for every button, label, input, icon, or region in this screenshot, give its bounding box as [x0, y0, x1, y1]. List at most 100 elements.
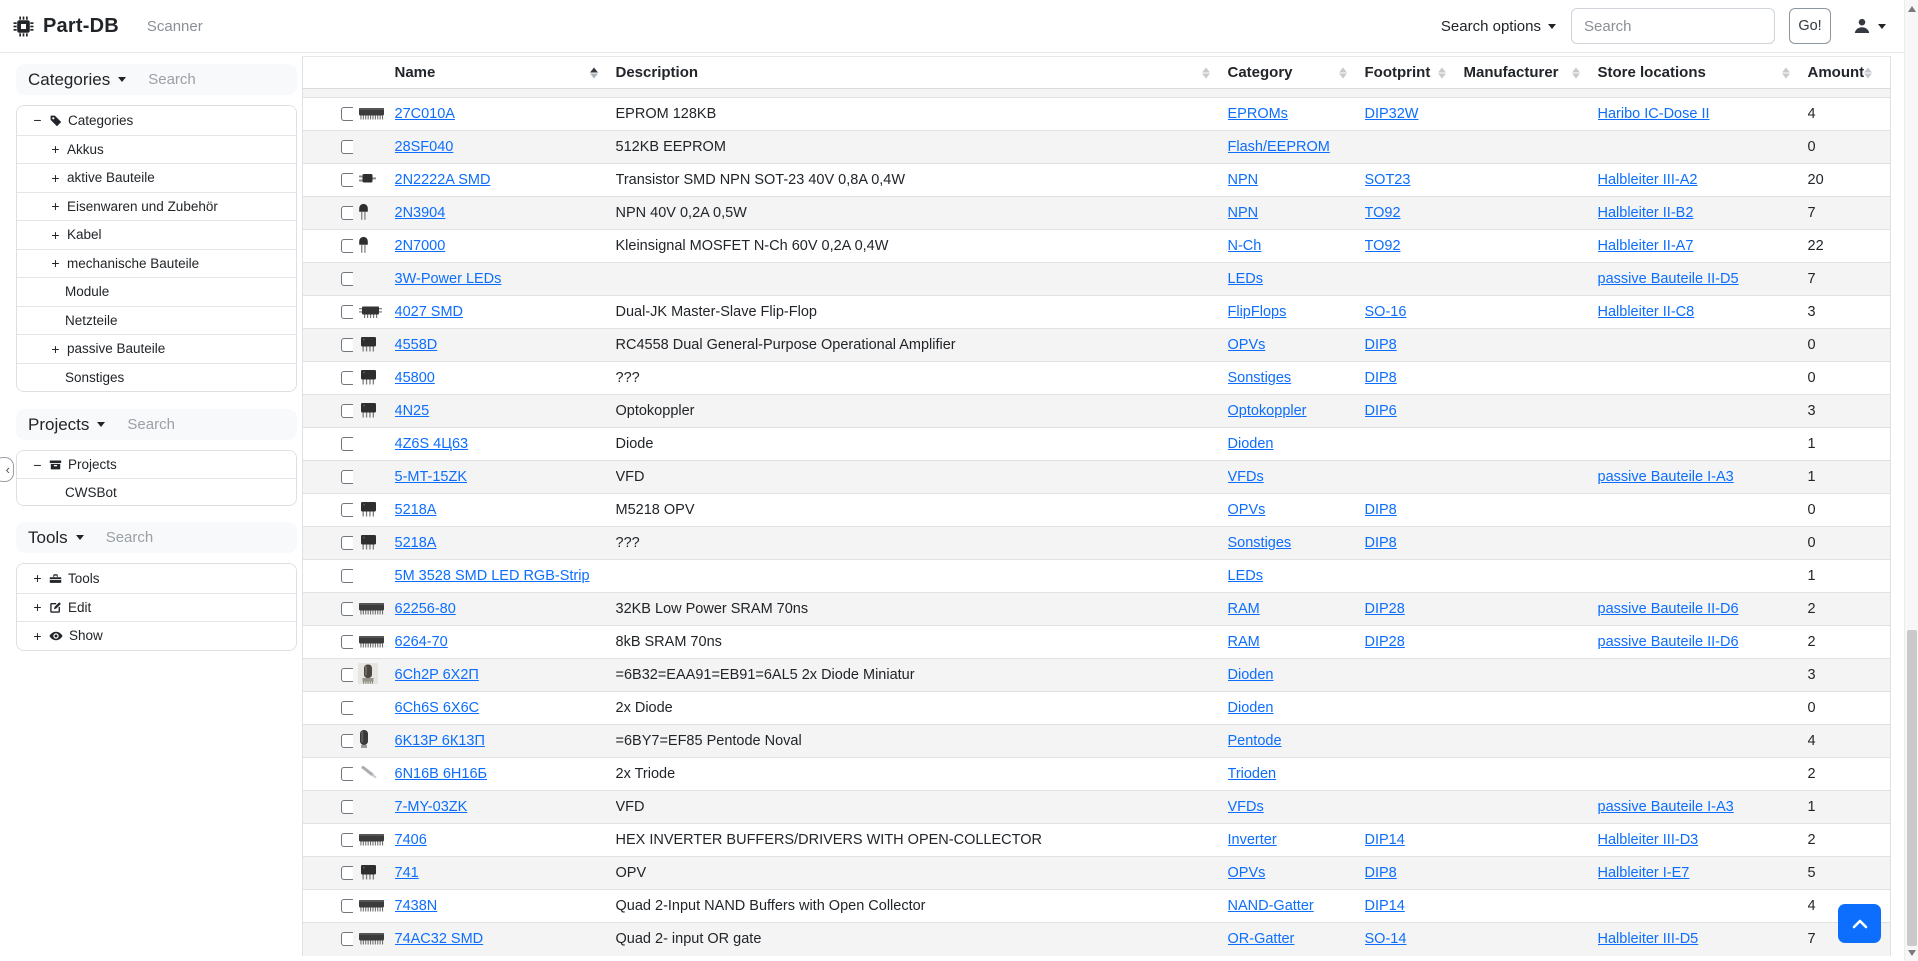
part-name-link[interactable]: 28SF040: [394, 139, 454, 155]
part-thumbnail[interactable]: [358, 631, 385, 649]
part-name-link[interactable]: 4027 SMD: [394, 304, 464, 320]
row-select-checkbox[interactable]: [341, 833, 353, 847]
category-link[interactable]: OPVs: [1227, 337, 1266, 353]
column-header-footprint[interactable]: Footprint: [1364, 56, 1464, 89]
part-name-link[interactable]: 4N25: [394, 403, 430, 419]
part-name-link[interactable]: 45800: [394, 370, 435, 386]
category-link[interactable]: NAND-Gatter: [1227, 898, 1314, 914]
store-location-link[interactable]: Haribo IC-Dose II: [1597, 106, 1710, 122]
store-location-link[interactable]: passive Bauteile II-D6: [1597, 634, 1739, 650]
scrollbar-down-icon[interactable]: [1905, 945, 1918, 960]
part-name-link[interactable]: 27C010A: [394, 106, 455, 122]
part-thumbnail[interactable]: [358, 862, 379, 880]
expand-toggle[interactable]: +: [51, 198, 60, 215]
expand-toggle[interactable]: +: [51, 169, 60, 186]
projects-dropdown[interactable]: Projects: [28, 415, 106, 435]
row-select-checkbox[interactable]: [341, 602, 353, 616]
footprint-link[interactable]: DIP8: [1364, 535, 1397, 551]
store-location-link[interactable]: Halbleiter III-D3: [1597, 832, 1699, 848]
tree-item-kabel[interactable]: + Kabel: [17, 220, 296, 249]
footprint-link[interactable]: TO92: [1364, 205, 1401, 221]
category-link[interactable]: RAM: [1227, 634, 1260, 650]
part-name-link[interactable]: 7-MY-03ZK: [394, 799, 468, 815]
projects-search-input[interactable]: [127, 416, 248, 433]
store-location-link[interactable]: passive Bauteile I-A3: [1597, 799, 1734, 815]
category-link[interactable]: Sonstiges: [1227, 535, 1292, 551]
part-name-link[interactable]: 6K13P 6К13П: [394, 733, 485, 749]
footprint-link[interactable]: DIP8: [1364, 502, 1397, 518]
tree-item-module[interactable]: Module: [17, 277, 296, 306]
tree-item-categories[interactable]: − Categories: [17, 106, 296, 135]
column-header-amount[interactable]: Amount: [1807, 56, 1891, 89]
nav-link-scanner[interactable]: Scanner: [146, 17, 203, 35]
row-select-checkbox[interactable]: [341, 569, 353, 583]
footprint-link[interactable]: DIP8: [1364, 865, 1397, 881]
part-thumbnail[interactable]: [358, 598, 385, 616]
part-thumbnail[interactable]: [358, 367, 379, 385]
sidebar-collapse-handle[interactable]: ‹: [0, 457, 14, 482]
part-thumbnail[interactable]: [358, 532, 379, 550]
category-link[interactable]: VFDs: [1227, 799, 1264, 815]
category-link[interactable]: OR-Gatter: [1227, 931, 1295, 948]
part-name-link[interactable]: 5218A: [394, 535, 437, 551]
part-name-link[interactable]: 6Ch6S 6X6C: [394, 700, 480, 716]
footprint-link[interactable]: DIP8: [1364, 337, 1397, 353]
tree-item-akkus[interactable]: + Akkus: [17, 134, 296, 163]
store-location-link[interactable]: Halbleiter II-B2: [1597, 205, 1694, 221]
search-go-button[interactable]: Go!: [1789, 8, 1831, 44]
collapse-toggle[interactable]: −: [33, 112, 42, 129]
scrollbar-thumb[interactable]: [1907, 630, 1917, 946]
tree-item-sonstiges[interactable]: Sonstiges: [17, 362, 296, 391]
part-name-link[interactable]: 7438N: [394, 898, 438, 914]
store-location-link[interactable]: Halbleiter III-D5: [1597, 931, 1699, 948]
category-link[interactable]: FlipFlops: [1227, 304, 1287, 320]
tree-item-projects[interactable]: − Projects: [17, 451, 296, 478]
expand-toggle[interactable]: +: [51, 340, 60, 357]
part-name-link[interactable]: 74AC32 SMD: [394, 931, 484, 948]
footprint-link[interactable]: DIP28: [1364, 601, 1405, 617]
part-thumbnail[interactable]: [358, 763, 380, 781]
tools-dropdown[interactable]: Tools: [28, 528, 84, 548]
part-name-link[interactable]: 6264-70: [394, 634, 448, 650]
footprint-link[interactable]: DIP28: [1364, 634, 1405, 650]
column-header-description[interactable]: Description: [615, 56, 1228, 89]
footprint-link[interactable]: SO-14: [1364, 931, 1407, 948]
column-header-store-locations[interactable]: Store locations: [1597, 56, 1808, 89]
part-thumbnail[interactable]: [358, 829, 385, 847]
part-thumbnail[interactable]: [358, 202, 369, 221]
tools-search-input[interactable]: [105, 529, 226, 546]
tree-item-edit[interactable]: + Edit: [17, 592, 296, 621]
tree-item-passive-bauteile[interactable]: + passive Bauteile: [17, 334, 296, 363]
footprint-link[interactable]: DIP32W: [1364, 106, 1419, 122]
footprint-link[interactable]: TO92: [1364, 238, 1401, 254]
store-location-link[interactable]: Halbleiter II-A7: [1597, 238, 1694, 254]
tree-item-netzteile[interactable]: Netzteile: [17, 305, 296, 334]
tree-item-aktive-bauteile[interactable]: + aktive Bauteile: [17, 163, 296, 192]
row-select-checkbox[interactable]: [341, 701, 353, 715]
part-name-link[interactable]: 3W-Power LEDs: [394, 271, 502, 287]
part-name-link[interactable]: 5-MT-15ZK: [394, 469, 468, 485]
part-thumbnail[interactable]: [358, 729, 370, 750]
app-brand[interactable]: Part-DB: [13, 15, 119, 38]
categories-search-input[interactable]: [148, 71, 269, 88]
expand-toggle[interactable]: +: [51, 226, 60, 243]
footprint-link[interactable]: SOT23: [1364, 172, 1411, 188]
category-link[interactable]: NPN: [1227, 205, 1259, 221]
row-select-checkbox[interactable]: [341, 734, 353, 748]
store-location-link[interactable]: passive Bauteile II-D6: [1597, 601, 1739, 617]
part-thumbnail[interactable]: [358, 103, 385, 121]
part-thumbnail[interactable]: [358, 302, 383, 319]
tree-item-show[interactable]: + Show: [17, 621, 296, 650]
row-select-checkbox[interactable]: [341, 437, 353, 451]
category-link[interactable]: RAM: [1227, 601, 1260, 617]
user-menu[interactable]: [1853, 17, 1886, 35]
row-select-checkbox[interactable]: [341, 635, 353, 649]
row-select-checkbox[interactable]: [341, 173, 353, 187]
tree-item-mechanische-bauteile[interactable]: + mechanische Bauteile: [17, 248, 296, 277]
part-name-link[interactable]: 6Ch2P 6Х2П: [394, 667, 479, 683]
category-link[interactable]: EPROMs: [1227, 106, 1288, 122]
footprint-link[interactable]: DIP6: [1364, 403, 1397, 419]
category-link[interactable]: Pentode: [1227, 733, 1282, 749]
footprint-link[interactable]: DIP8: [1364, 370, 1397, 386]
tree-item-eisenwaren-und-zubeh-r[interactable]: + Eisenwaren und Zubehör: [17, 191, 296, 220]
